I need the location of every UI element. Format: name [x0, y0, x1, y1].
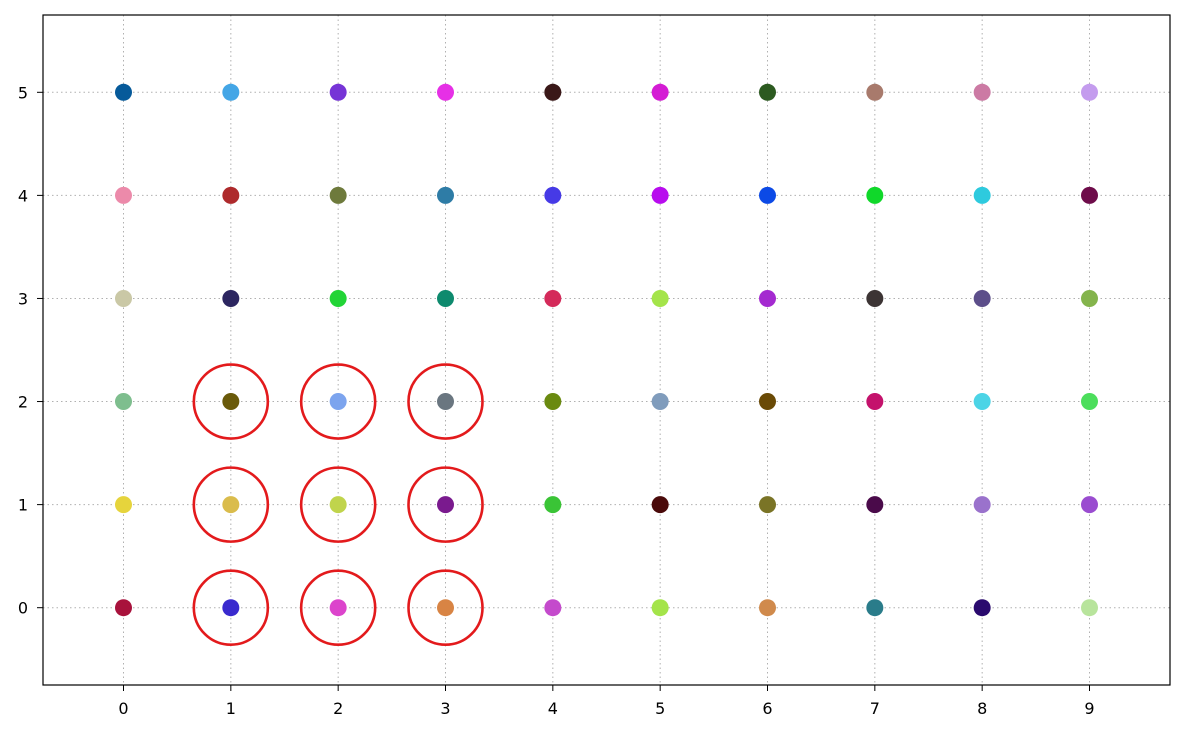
scatter-point	[544, 83, 562, 101]
scatter-point	[437, 393, 454, 411]
tick-layer: 0 1 2 3 4 5 6 7 8 9 0 1 2 3 4 5	[18, 83, 1095, 718]
scatter-point	[1081, 186, 1098, 204]
scatter-point	[1081, 496, 1098, 514]
x-tick-label: 7	[870, 699, 880, 718]
scatter-point	[759, 496, 776, 514]
scatter-point	[544, 393, 562, 411]
x-tick-label: 0	[118, 699, 128, 718]
scatter-point	[222, 599, 240, 617]
scatter-point	[651, 186, 669, 204]
scatter-point	[115, 289, 132, 307]
x-tick-label: 6	[762, 699, 772, 718]
scatter-point	[544, 496, 562, 514]
scatter-point	[651, 496, 669, 514]
scatter-point	[329, 496, 347, 514]
highlight-ring	[407, 363, 484, 440]
scatter-point	[651, 599, 669, 617]
scatter-point	[1081, 83, 1098, 101]
scatter-point	[115, 496, 132, 514]
scatter-point	[115, 83, 132, 101]
highlight-layer	[192, 363, 484, 646]
scatter-point	[973, 83, 991, 101]
scatter-point	[544, 599, 562, 617]
highlight-ring	[299, 466, 377, 543]
scatter-point	[866, 393, 884, 411]
scatter-point	[973, 599, 991, 617]
scatter-point	[437, 186, 454, 204]
x-tick-label: 9	[1084, 699, 1094, 718]
scatter-point	[222, 393, 240, 411]
scatter-point	[437, 289, 454, 307]
point-layer	[115, 83, 1098, 617]
x-tick-label: 4	[548, 699, 558, 718]
y-tick-label: 0	[18, 599, 28, 618]
highlight-ring	[407, 466, 484, 543]
highlight-ring	[192, 569, 270, 646]
scatter-point	[759, 83, 776, 101]
highlight-ring	[407, 569, 484, 646]
plot-frame	[42, 14, 1171, 686]
scatter-point	[1081, 393, 1098, 411]
y-tick-label: 1	[18, 496, 28, 515]
x-tick-label: 5	[655, 699, 665, 718]
scatter-point	[115, 599, 132, 617]
scatter-point	[329, 599, 347, 617]
y-tick-label: 4	[18, 186, 28, 205]
scatter-point	[973, 393, 991, 411]
x-tick-label: 1	[226, 699, 236, 718]
y-tick-label: 2	[18, 393, 28, 412]
scatter-point	[222, 496, 240, 514]
scatter-point	[759, 289, 776, 307]
scatter-point	[115, 186, 132, 204]
scatter-point	[866, 83, 884, 101]
scatter-point	[866, 289, 884, 307]
scatter-point	[1081, 599, 1098, 617]
scatter-point	[1081, 289, 1098, 307]
x-tick-label: 3	[440, 699, 450, 718]
scatter-point	[437, 496, 454, 514]
y-tick-label: 5	[18, 83, 28, 102]
scatter-point	[866, 599, 884, 617]
x-tick-label: 8	[977, 699, 987, 718]
scatter-point	[329, 289, 347, 307]
scatter-point	[973, 289, 991, 307]
scatter-point	[115, 393, 132, 411]
scatter-point	[329, 393, 347, 411]
scatter-point	[866, 186, 884, 204]
y-tick-label: 3	[18, 289, 28, 308]
highlight-ring	[299, 363, 377, 440]
x-tick-label: 2	[333, 699, 343, 718]
scatter-point	[544, 186, 562, 204]
scatter-point	[437, 83, 454, 101]
scatter-point	[222, 83, 240, 101]
grid-layer	[43, 15, 1170, 685]
scatter-point	[651, 289, 669, 307]
scatter-point	[437, 599, 454, 617]
scatter-point	[329, 186, 347, 204]
scatter-point	[973, 496, 991, 514]
scatter-point	[759, 393, 776, 411]
scatter-point	[222, 186, 240, 204]
scatter-point	[544, 289, 562, 307]
highlight-ring	[299, 569, 377, 646]
scatter-point	[329, 83, 347, 101]
scatter-point	[651, 83, 669, 101]
scatter-point	[759, 599, 776, 617]
scatter-point	[866, 496, 884, 514]
scatter-point	[222, 289, 240, 307]
scatter-point	[759, 186, 776, 204]
highlight-ring	[192, 363, 270, 440]
scatter-point	[973, 186, 991, 204]
highlight-ring	[192, 466, 270, 543]
scatter-point	[651, 393, 669, 411]
